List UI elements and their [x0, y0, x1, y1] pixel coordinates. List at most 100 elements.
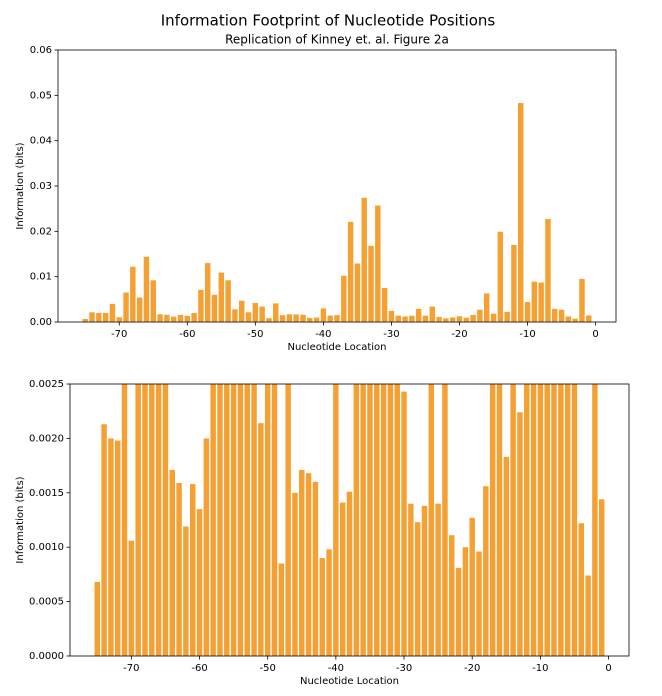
bar [94, 582, 100, 656]
bar [109, 303, 116, 322]
x-tick-label: -30 [396, 663, 412, 674]
bar [123, 292, 129, 322]
bar [489, 384, 496, 656]
bar [367, 384, 373, 656]
bar [361, 197, 367, 322]
bar [273, 303, 279, 322]
plot-area [82, 103, 592, 322]
bar [395, 315, 401, 322]
bar [285, 384, 291, 656]
bar [456, 316, 463, 322]
bar [292, 492, 298, 656]
bar [408, 503, 414, 656]
x-tick-label: -60 [179, 329, 195, 340]
bar [211, 294, 218, 322]
bar [108, 438, 114, 656]
bar [436, 316, 442, 322]
bar [305, 473, 312, 656]
bar [204, 263, 211, 322]
bar [470, 314, 476, 322]
bar [239, 300, 245, 322]
bar [545, 219, 551, 322]
bar [128, 540, 135, 656]
bar [579, 278, 585, 322]
bar [483, 486, 489, 656]
bar [224, 384, 230, 656]
bar [169, 469, 175, 656]
bar [462, 547, 469, 656]
bar [96, 312, 102, 322]
axes-frame [57, 49, 617, 323]
bar [354, 263, 361, 322]
bar [537, 384, 544, 656]
bar [264, 384, 271, 656]
bar [319, 558, 325, 656]
y-tick-label: 0.03 [30, 181, 52, 192]
bar [198, 289, 204, 322]
bar [524, 384, 530, 656]
bar [497, 231, 504, 322]
bar [237, 384, 244, 656]
bar [102, 313, 109, 322]
bar [252, 302, 259, 322]
bar [210, 384, 216, 656]
bar [538, 282, 544, 322]
bar [463, 317, 470, 322]
bar [414, 522, 421, 656]
bar [334, 315, 340, 322]
bar [388, 310, 395, 322]
bar [415, 308, 422, 322]
bar [381, 288, 388, 322]
bar [375, 205, 381, 322]
bar [333, 384, 339, 656]
bar [176, 483, 182, 656]
bar [258, 423, 264, 656]
bar [279, 315, 286, 322]
bar [203, 438, 210, 656]
bar [586, 315, 592, 322]
x-tick-label: -10 [532, 663, 548, 674]
bar [551, 384, 557, 656]
bar [524, 302, 531, 322]
bar [374, 384, 380, 656]
y-tick-label: 0.06 [30, 45, 52, 56]
bar [504, 311, 510, 322]
chart-title: Information Footprint of Nucleotide Posi… [161, 12, 496, 30]
y-tick-label: 0.04 [30, 136, 52, 147]
bar [552, 308, 558, 322]
bar [429, 306, 435, 322]
bar [530, 384, 537, 656]
bar [341, 275, 347, 322]
bar [585, 575, 591, 656]
bar [320, 308, 327, 322]
bar [157, 314, 163, 322]
bar [135, 384, 141, 656]
bar [278, 563, 285, 656]
bar [360, 384, 366, 656]
bar [517, 412, 523, 656]
bar [312, 481, 319, 656]
bar [82, 318, 88, 322]
axes-frame [69, 383, 630, 657]
bar [353, 384, 360, 656]
bar [196, 509, 203, 656]
bar [449, 535, 455, 656]
bar [189, 484, 196, 656]
bar [232, 309, 238, 322]
bar [244, 384, 250, 656]
bar [300, 314, 306, 322]
bar [299, 469, 305, 656]
bar [293, 314, 299, 322]
bar [578, 523, 585, 656]
x-tick-label: -60 [191, 663, 207, 674]
x-axis-label: Nucleotide Location [300, 676, 399, 687]
bar [89, 312, 95, 322]
bar [184, 315, 191, 322]
bar [327, 315, 333, 322]
bar [149, 384, 155, 656]
y-tick-label: 0.0000 [29, 651, 64, 662]
bar [483, 293, 490, 322]
bar [155, 384, 162, 656]
bar [368, 245, 374, 322]
bar [496, 384, 503, 656]
